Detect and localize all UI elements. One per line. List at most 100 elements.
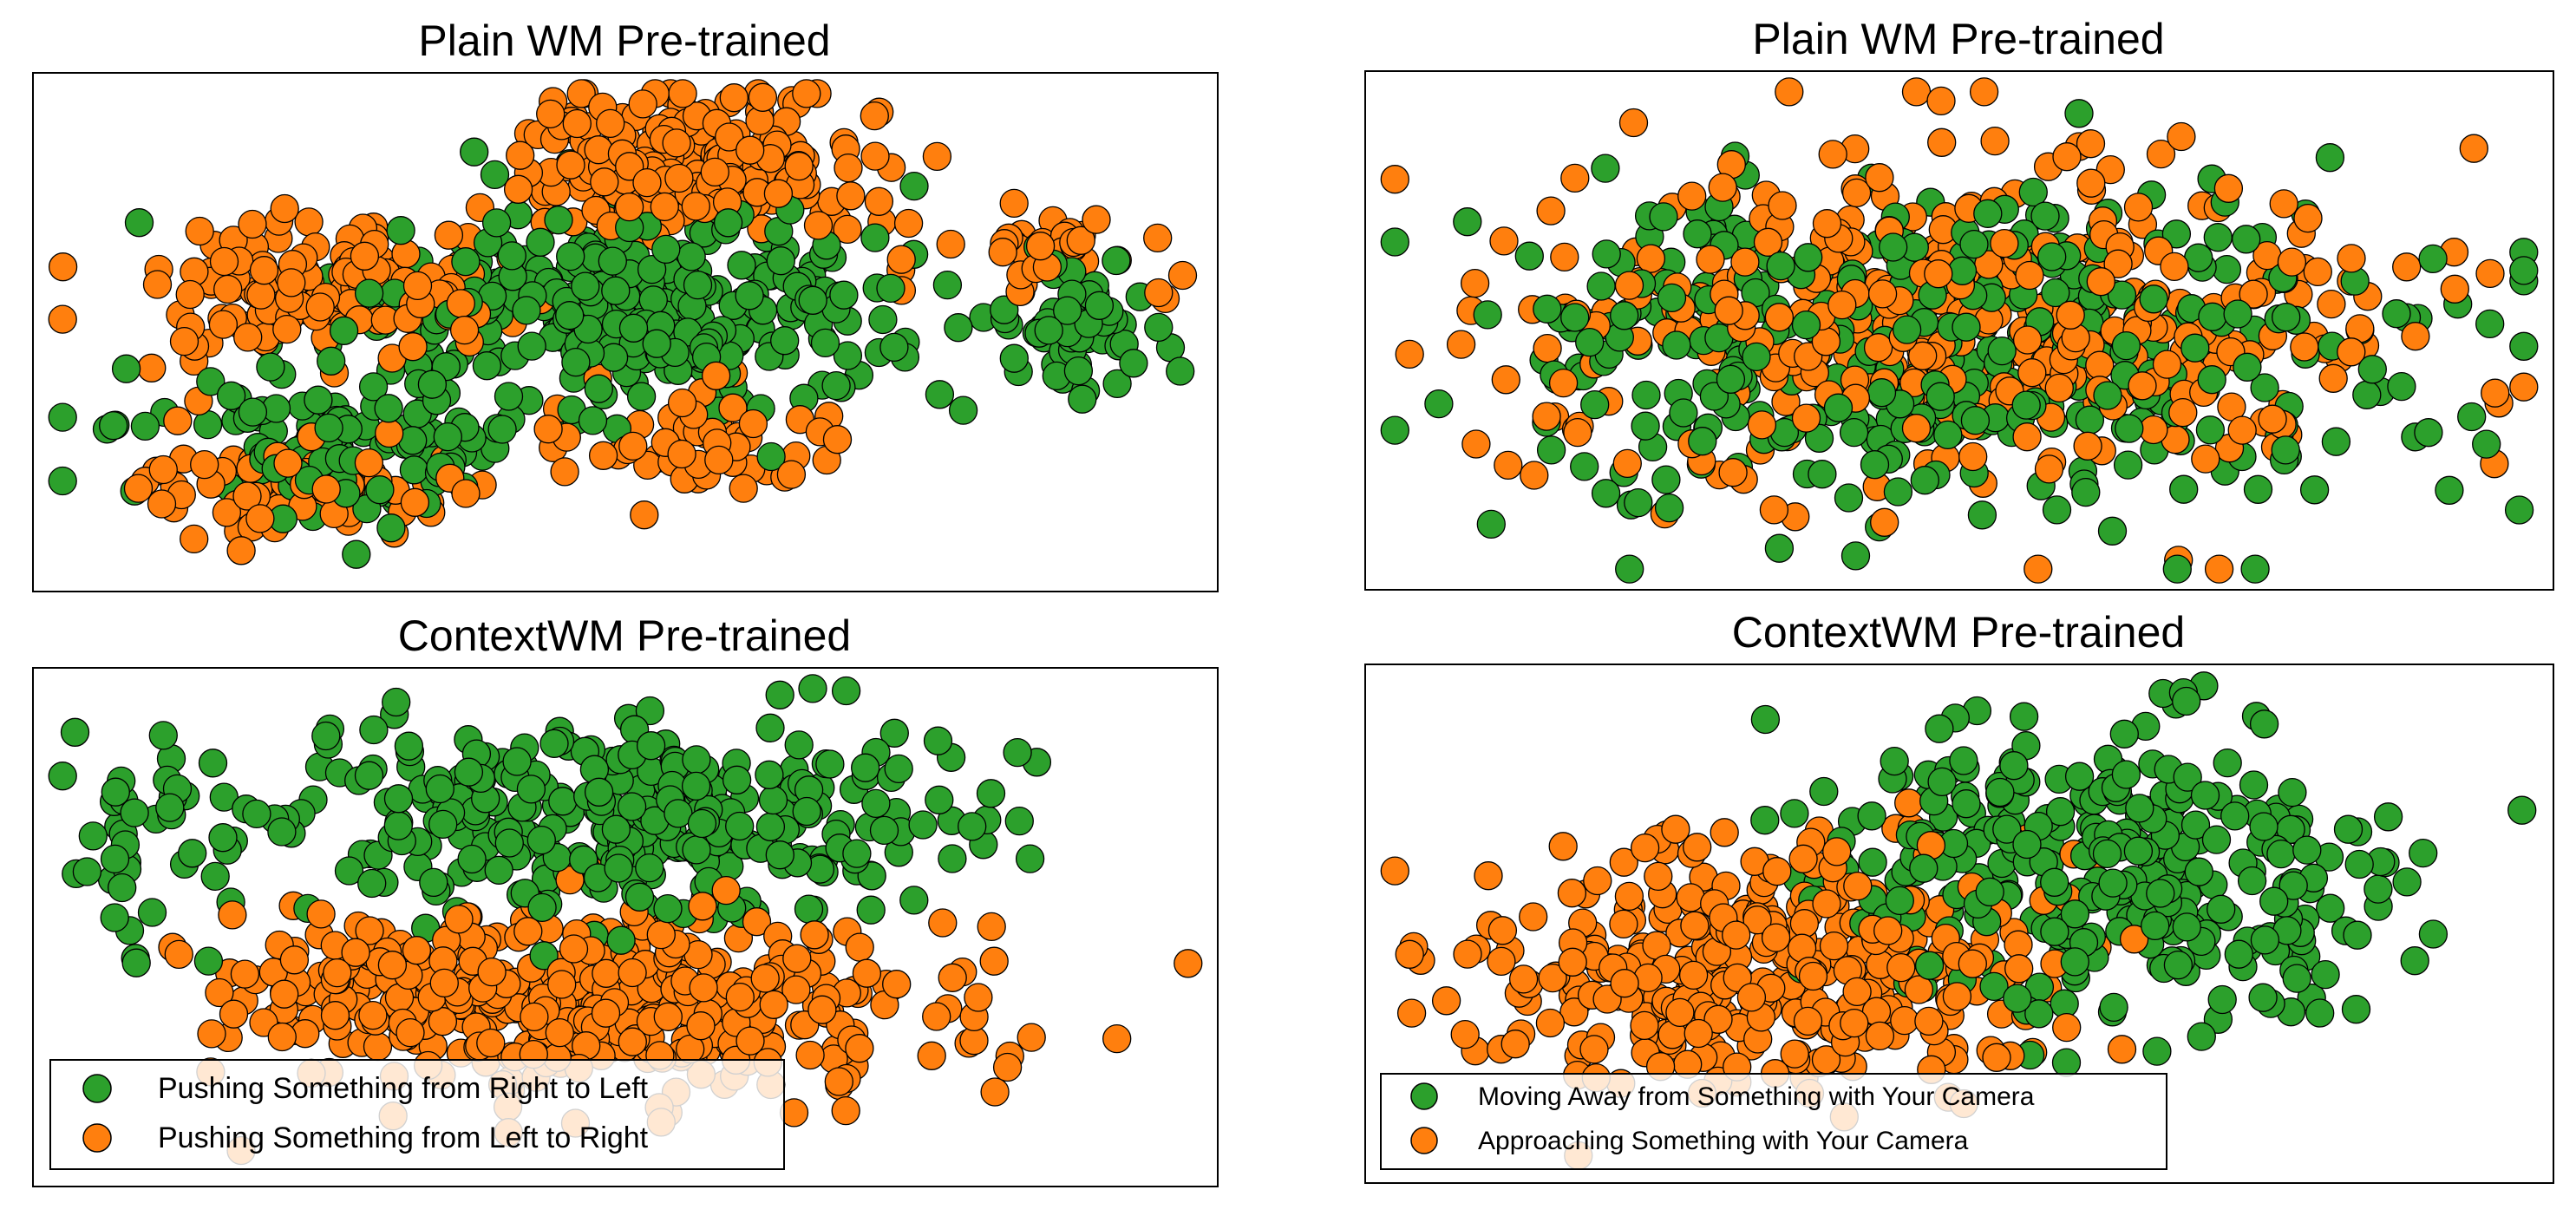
scatter-point-green bbox=[1764, 533, 1795, 563]
scatter-point-orange bbox=[444, 905, 474, 934]
scatter-point-orange bbox=[1812, 889, 1841, 919]
scatter-point-orange bbox=[175, 279, 205, 310]
scatter-point-green bbox=[635, 853, 664, 883]
scatter-point-green bbox=[598, 246, 627, 276]
scatter-point-orange bbox=[163, 406, 193, 435]
scatter-point-green bbox=[2125, 794, 2154, 823]
scatter-point-orange bbox=[1167, 260, 1198, 291]
scatter-point-green bbox=[2051, 1048, 2082, 1077]
scatter-point-green bbox=[2472, 429, 2501, 459]
scatter-point-orange bbox=[1791, 403, 1821, 433]
scatter-point-green bbox=[598, 343, 629, 372]
scatter-point-orange bbox=[2481, 378, 2510, 408]
scatter-point-orange bbox=[2269, 189, 2298, 219]
scatter-point-orange bbox=[1865, 1021, 1895, 1051]
scatter-point-green bbox=[1791, 310, 1821, 340]
scatter-point-green bbox=[382, 687, 411, 717]
scatter-point-green bbox=[1750, 704, 1781, 735]
scatter-point-green bbox=[899, 886, 929, 915]
scatter-point-green bbox=[311, 721, 341, 751]
scatter-point-orange bbox=[398, 332, 428, 362]
scatter-point-green bbox=[642, 329, 671, 358]
scatter-point-orange bbox=[375, 418, 404, 448]
scatter-point-orange bbox=[807, 995, 837, 1024]
scatter-point-green bbox=[1102, 245, 1131, 276]
scatter-point-green bbox=[394, 731, 424, 761]
scatter-point-orange bbox=[803, 211, 834, 240]
scatter-point-green bbox=[99, 411, 128, 441]
scatter-point-orange bbox=[1461, 429, 1491, 459]
scatter-point-green bbox=[2475, 309, 2505, 339]
scatter-point-green bbox=[766, 246, 795, 276]
scatter-point-orange bbox=[591, 998, 621, 1028]
scatter-point-green bbox=[2507, 795, 2537, 825]
scatter-point-green bbox=[1949, 746, 1978, 775]
scatter-point-green bbox=[2457, 402, 2487, 432]
scatter-point-green bbox=[193, 946, 224, 976]
scatter-point-green bbox=[451, 247, 481, 277]
scatter-point-green bbox=[386, 216, 415, 245]
scatter-point-green bbox=[2232, 225, 2261, 254]
scatter-point-green bbox=[1592, 239, 1621, 269]
scatter-point-green bbox=[651, 234, 681, 265]
scatter-point-green bbox=[2141, 911, 2170, 941]
scatter-point-orange bbox=[1710, 818, 1739, 847]
scatter-point-green bbox=[770, 326, 800, 356]
scatter-point-green bbox=[357, 868, 387, 899]
scatter-point-orange bbox=[1630, 833, 1660, 863]
scatter-point-orange bbox=[2258, 404, 2287, 434]
scatter-point-orange bbox=[701, 361, 731, 390]
scatter-point-orange bbox=[1747, 410, 1777, 440]
scatter-point-green bbox=[2163, 950, 2194, 980]
scatter-points bbox=[1380, 77, 2539, 584]
scatter-point-orange bbox=[377, 951, 408, 980]
scatter-point-green bbox=[1766, 251, 1795, 281]
scatter-point-orange bbox=[1819, 931, 1849, 961]
scatter-point-green bbox=[624, 882, 655, 912]
scatter-point-orange bbox=[2076, 168, 2106, 198]
scatter-point-green bbox=[2093, 381, 2122, 410]
scatter-point-green bbox=[2311, 959, 2340, 990]
scatter-point-orange bbox=[715, 122, 744, 152]
scatter-point-orange bbox=[1144, 278, 1174, 308]
scatter-point-green bbox=[1068, 384, 1097, 414]
scatter-point-orange bbox=[711, 875, 741, 905]
scatter-point-orange bbox=[1890, 1005, 1919, 1036]
scatter-point-orange bbox=[1431, 986, 1461, 1016]
scatter-point-green bbox=[1380, 415, 1409, 445]
scatter-point-green bbox=[48, 762, 77, 791]
scatter-point-orange bbox=[2317, 289, 2346, 319]
scatter-point-green bbox=[798, 674, 827, 703]
scatter-point-green bbox=[798, 285, 827, 315]
scatter-point-green bbox=[512, 296, 541, 325]
scatter-point-orange bbox=[1980, 126, 2010, 156]
scatter-point-green bbox=[539, 729, 569, 758]
scatter-point-green bbox=[879, 718, 909, 748]
scatter-point-green bbox=[2197, 365, 2226, 395]
scatter-point-orange bbox=[429, 968, 459, 998]
scatter-point-orange bbox=[270, 979, 299, 1009]
scatter-point-orange bbox=[584, 135, 613, 165]
scatter-point-orange bbox=[1822, 837, 1852, 866]
scatter-point-orange bbox=[137, 353, 167, 382]
scatter-point-green bbox=[856, 895, 886, 925]
scatter-point-green bbox=[2184, 857, 2213, 886]
scatter-point-orange bbox=[396, 1017, 425, 1048]
scatter-point-orange bbox=[2076, 129, 2106, 159]
scatter-point-orange bbox=[938, 963, 967, 992]
scatter-point-green bbox=[932, 270, 963, 300]
scatter-point-green bbox=[242, 799, 271, 829]
scatter-point-orange bbox=[358, 1000, 388, 1030]
scatter-point-orange bbox=[476, 1028, 506, 1058]
scatter-point-orange bbox=[1533, 333, 1562, 363]
scatter-point-green bbox=[2201, 825, 2232, 854]
scatter-point-orange bbox=[1924, 259, 1953, 289]
scatter-point-green bbox=[1591, 479, 1621, 508]
scatter-point-green bbox=[1947, 256, 1978, 285]
scatter-point-green bbox=[1834, 483, 1864, 513]
scatter-point-green bbox=[354, 761, 384, 790]
scatter-point-orange bbox=[988, 238, 1017, 267]
scatter-point-green bbox=[1102, 369, 1132, 399]
scatter-point-green bbox=[2195, 415, 2226, 445]
scatter-point-green bbox=[2099, 992, 2128, 1023]
